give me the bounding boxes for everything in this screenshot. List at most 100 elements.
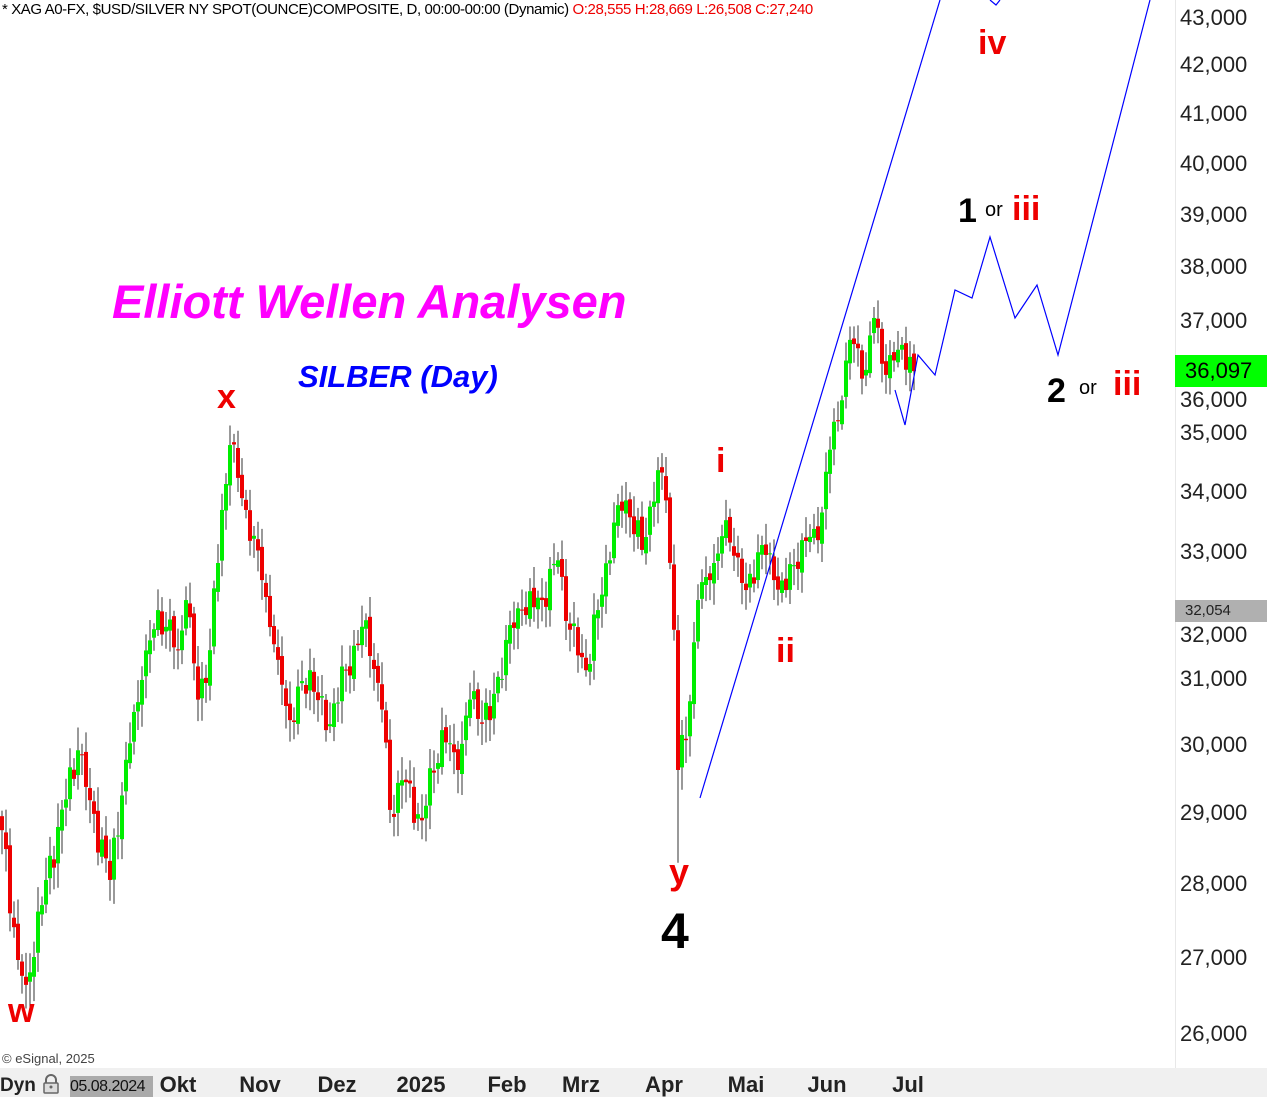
candle-up [208,650,212,686]
candle-up [748,573,752,588]
candle-down [520,609,524,611]
wave-projection-path [894,0,1151,426]
candle-up [492,693,496,719]
candle-up [616,505,620,526]
y-tick-label: 29,000 [1180,800,1248,826]
candle-up [56,826,60,864]
candle-down [668,497,672,563]
candle-up [184,600,188,629]
candle-down [836,420,840,422]
candle-down [772,556,776,581]
dynamic-label[interactable]: Dyn [0,1075,36,1096]
candle-down [512,622,516,628]
x-tick-label: Mai [727,1072,765,1097]
candle-down [476,689,480,719]
candle-down [456,749,460,770]
wave-label-iv: iv [978,24,1007,62]
candle-down [188,603,192,618]
candle-down [540,597,544,601]
x-tick-label: Okt [159,1072,197,1097]
candle-down [532,587,536,608]
candle-down [732,546,736,556]
price-axis[interactable] [1175,0,1267,1068]
x-tick-label: Nov [239,1072,281,1097]
y-tick-label: 36,000 [1180,387,1248,413]
y-tick-label: 26,000 [1180,1021,1248,1046]
candle-down [356,643,360,646]
candle-up [756,552,760,581]
candle-up [140,679,144,705]
chart-header: * XAG A0-FX, $USD/SILVER NY SPOT(OUNCE)C… [2,1,813,18]
y-tick-label: 32,000 [1180,622,1248,648]
candle-up [112,837,116,880]
candle-up [788,564,792,590]
candle-up [200,678,204,699]
candle-down [236,447,240,478]
y-tick-label: 41,000 [1180,100,1248,126]
candle-down [432,770,436,773]
candle-down [728,516,732,543]
candle-down [0,816,4,831]
candle-up [528,591,532,619]
candle-up [700,582,704,599]
candle-up [36,911,40,953]
candle-up [908,356,912,373]
candle-up [164,626,168,632]
candle-up [228,445,232,486]
candle-down [764,544,768,555]
candle-up [152,629,156,638]
lock-icon[interactable] [42,1074,60,1094]
candle-up [720,536,724,554]
candle-down [268,595,272,628]
projection-lines [699,0,1151,799]
candle-down [16,923,20,961]
chart-title: Elliott Wellen Analysen [112,275,627,328]
candle-down [88,788,92,801]
candle-up [328,724,332,727]
wave-label-1: 1 [958,192,977,230]
price-chart [0,0,1151,1009]
candle-up [548,568,552,611]
candle-down [80,754,84,756]
y-tick-label: 35,000 [1180,420,1248,446]
candle-down [292,720,296,722]
candle-down [240,474,244,499]
candle-down [776,576,780,590]
candle-down [576,627,580,656]
candle-down [816,526,820,541]
candle-up [692,642,696,705]
candle-up [824,471,828,510]
candle-down [752,577,756,584]
candle-up [300,681,304,684]
candle-down [276,647,280,660]
candle-up [124,759,128,792]
candle-up [792,565,796,567]
candle-down [72,769,76,779]
candle-up [696,600,700,642]
candle-up [516,608,520,629]
candle-up [32,957,36,977]
candle-up [136,702,140,712]
candle-up [552,563,556,566]
candle-down [736,552,740,558]
candle-up [652,501,656,507]
wave-label-w: w [8,992,35,1030]
candle-up [48,855,52,879]
candle-down [92,801,96,814]
candle-down [664,476,668,501]
candle-up [508,625,512,644]
candle-down [804,537,808,541]
candle-down [740,558,744,583]
candle-down [376,665,380,683]
candle-up [168,619,172,631]
candle-down [876,318,880,328]
candle-down [580,652,584,658]
time-axis[interactable] [0,1068,1267,1097]
candle-up [336,702,340,704]
candle-down [480,722,484,724]
candle-up [820,512,824,544]
candle-down [52,859,56,868]
candle-up [64,799,68,808]
candle-down [196,666,200,700]
date-field[interactable]: 05.08.2024 [70,1076,153,1097]
